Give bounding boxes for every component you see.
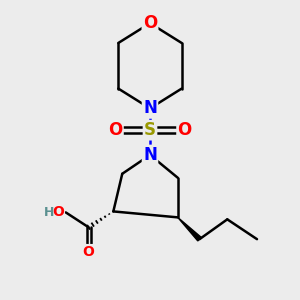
Text: O: O	[143, 14, 157, 32]
Polygon shape	[178, 218, 201, 241]
Text: O: O	[52, 206, 64, 219]
Text: S: S	[144, 121, 156, 139]
Text: O: O	[108, 121, 122, 139]
Text: N: N	[143, 146, 157, 164]
Text: O: O	[178, 121, 192, 139]
Text: N: N	[143, 99, 157, 117]
Text: O: O	[82, 245, 94, 259]
Text: H: H	[44, 206, 54, 219]
